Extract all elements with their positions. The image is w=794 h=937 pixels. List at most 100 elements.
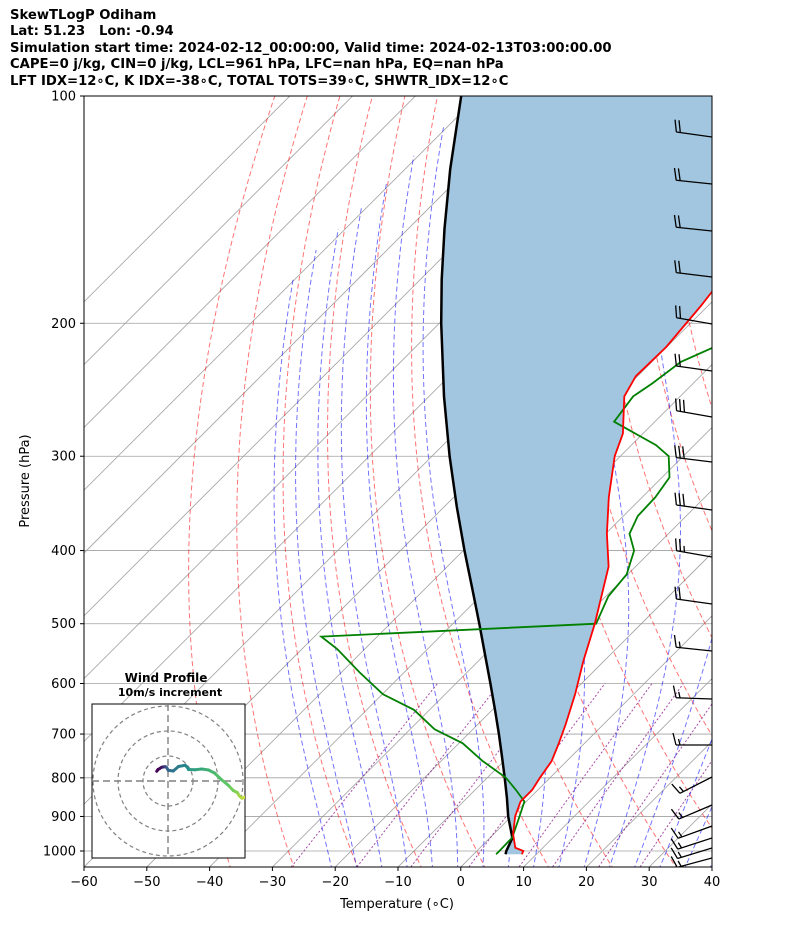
hodograph-segment	[249, 796, 253, 799]
x-tick-label: 10	[515, 875, 532, 890]
barb-flag	[678, 812, 684, 818]
dry-adiabat	[282, 96, 359, 867]
y-tick-label: 200	[51, 317, 76, 332]
wind-profile-title: Wind Profile	[125, 671, 208, 685]
barb-flag	[671, 783, 681, 794]
y-tick-label: 900	[51, 810, 76, 825]
wind-barb	[675, 398, 712, 418]
barb-flag	[678, 691, 681, 699]
x-tick-label: −60	[70, 875, 97, 890]
moist-adiabat	[392, 155, 459, 867]
barb-shaft	[679, 776, 712, 794]
dry-adiabat	[369, 96, 486, 867]
isotherm-line	[84, 96, 354, 366]
wind-barb	[672, 685, 712, 700]
dry-adiabat	[327, 96, 422, 867]
barb-shaft	[677, 837, 712, 850]
barb-shaft	[676, 226, 712, 232]
barb-flag	[677, 851, 682, 858]
mixing-ratio-line	[290, 683, 438, 867]
barb-shaft	[676, 317, 712, 325]
x-tick-label: 20	[578, 875, 595, 890]
mixing-ratio-line	[551, 683, 684, 867]
barb-flag	[678, 120, 681, 133]
isotherm-line	[84, 96, 416, 428]
hodograph-segment	[155, 768, 160, 773]
x-tick-label: 30	[641, 875, 658, 890]
barb-flag	[682, 493, 685, 507]
barb-flag	[670, 838, 679, 850]
barb-flag	[670, 847, 679, 859]
x-tick-label: 40	[704, 875, 721, 890]
x-tick-label: −10	[384, 875, 411, 890]
barb-flag	[678, 354, 681, 367]
plot-header: SkewTLogP Odiham Lat: 51.23 Lon: -0.94 S…	[10, 8, 612, 90]
y-tick-label: 100	[51, 90, 76, 105]
barb-flag	[678, 587, 681, 600]
dewpoint-line	[318, 347, 712, 855]
wind-barb	[670, 837, 712, 850]
barb-shaft	[676, 456, 712, 463]
wind-barb	[674, 445, 712, 463]
wind-barb	[674, 260, 712, 278]
isotherm-line	[84, 96, 542, 554]
moist-adiabat	[295, 250, 358, 867]
x-tick-label: 0	[457, 875, 465, 890]
mixing-ratio-line	[639, 759, 712, 867]
barb-flag	[673, 167, 677, 181]
header-indices-1: CAPE=0 j/kg, CIN=0 j/kg, LCL=961 hPa, LF…	[10, 57, 504, 73]
wind-barb	[674, 492, 712, 511]
barb-shaft	[676, 410, 712, 418]
dry-adiabat	[664, 96, 712, 410]
barb-flag	[677, 168, 681, 181]
barb-flag	[678, 641, 681, 648]
barb-shaft	[678, 804, 712, 820]
wind-barb	[673, 214, 712, 232]
barb-shaft	[676, 271, 712, 278]
isotherm-line	[523, 678, 712, 867]
barb-flag	[678, 399, 682, 412]
barb-shaft	[677, 825, 712, 839]
barb-flag	[677, 215, 681, 228]
moist-adiabat	[340, 206, 408, 867]
wind-barb	[671, 776, 712, 794]
y-tick-label: 500	[51, 617, 76, 632]
cin-area	[441, 96, 712, 855]
mixing-ratio-line	[518, 683, 653, 867]
hodograph-segment	[219, 777, 230, 787]
mixing-ratio-line	[597, 703, 712, 867]
wind-barb	[674, 119, 712, 138]
wind-barb	[673, 167, 712, 185]
wind-barb	[670, 847, 712, 860]
dry-adiabat	[236, 96, 308, 867]
header-times: Simulation start time: 2024-02-12_00:00:…	[10, 40, 612, 56]
barb-flag	[675, 398, 678, 411]
x-tick-label: −40	[196, 875, 223, 890]
barb-flag	[678, 539, 682, 552]
y-tick-label: 700	[51, 728, 76, 743]
barb-flag	[677, 860, 682, 867]
barb-flag	[677, 842, 683, 849]
dry-adiabat	[411, 96, 550, 867]
barb-shaft	[676, 504, 712, 511]
dry-adiabat	[597, 96, 712, 639]
moist-adiabat	[365, 181, 433, 867]
barb-flag	[674, 260, 677, 273]
barb-shaft	[676, 550, 712, 558]
wind-barb	[670, 825, 712, 839]
y-tick-label: 800	[51, 771, 76, 786]
wind-barb	[673, 634, 712, 652]
moist-adiabat	[709, 862, 712, 867]
profile-lines	[318, 96, 712, 855]
isotherm-line	[334, 489, 712, 867]
parcel-profile-line	[439, 96, 514, 855]
barb-flag	[682, 446, 685, 459]
barb-shaft	[676, 598, 712, 605]
barb-flag	[674, 492, 677, 506]
barb-flag	[677, 831, 683, 838]
dry-adiabat	[729, 79, 794, 870]
dry-adiabat	[188, 96, 276, 867]
barb-flag	[670, 856, 678, 867]
